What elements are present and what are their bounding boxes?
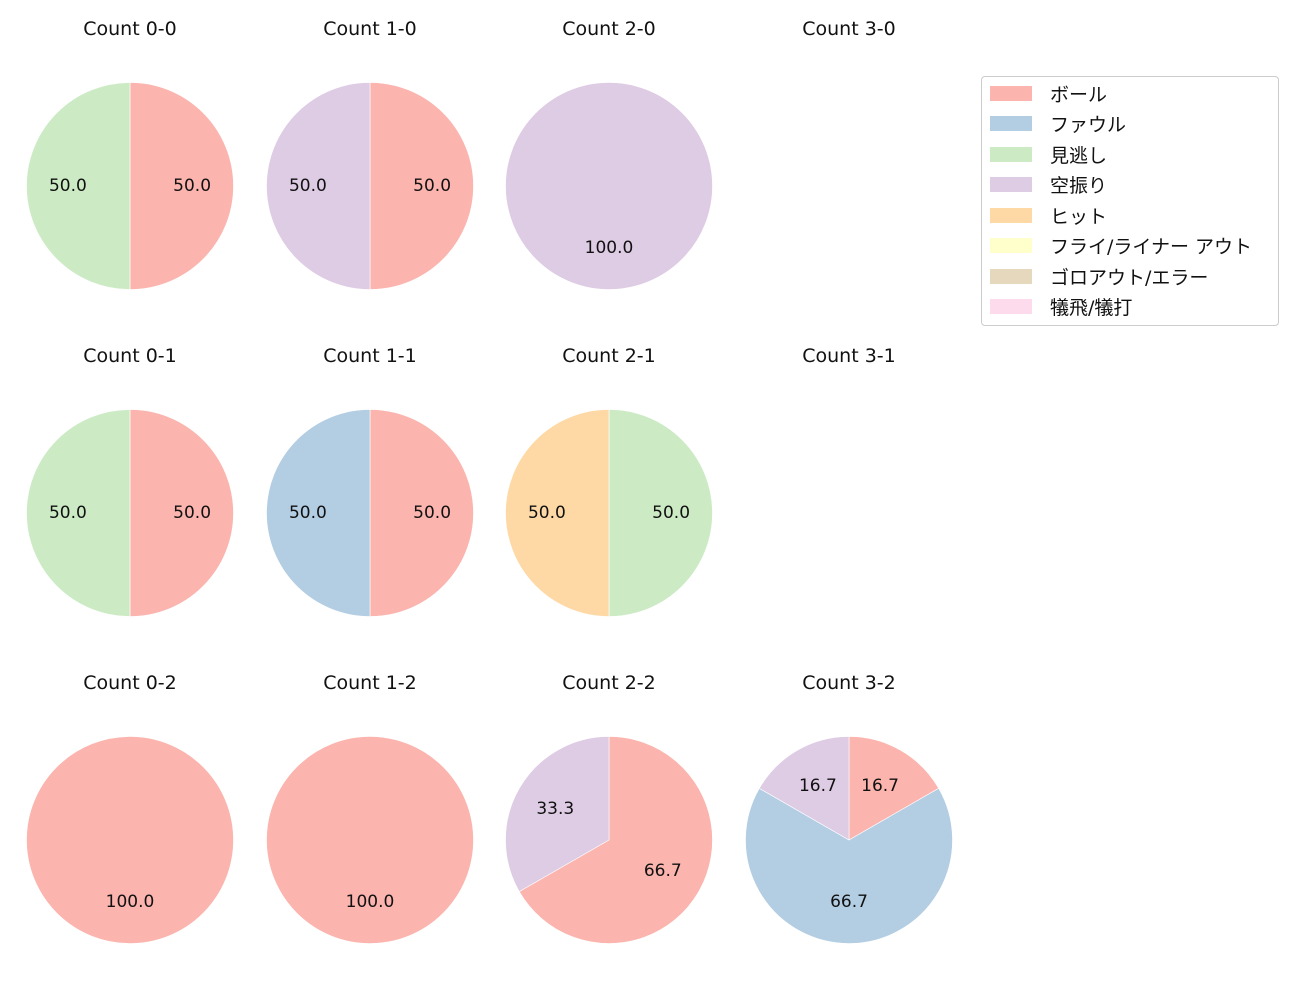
legend-swatch-icon bbox=[990, 116, 1032, 131]
pie-title: Count 2-2 bbox=[562, 672, 656, 694]
pie-title: Count 2-1 bbox=[562, 345, 656, 367]
legend-swatch-icon bbox=[990, 85, 1032, 101]
pie-chart: 16.7 66.7 16.7 bbox=[745, 736, 953, 944]
pie-slice-label: 50.0 bbox=[289, 176, 327, 196]
legend-label: ゴロアウト/エラー bbox=[1050, 266, 1209, 289]
pie-slice-label: 33.3 bbox=[536, 799, 574, 819]
legend-label: 見逃し bbox=[1050, 144, 1108, 167]
legend-swatch-icon bbox=[990, 299, 1032, 314]
legend-item: ヒット bbox=[990, 203, 1108, 228]
pie-chart: 50.0 50.0 bbox=[26, 409, 234, 617]
legend-label: ファウル bbox=[1050, 114, 1127, 136]
pie-panel: 50.0 50.0 Count 1-1 bbox=[250, 337, 490, 663]
pie-panel: 100.0 Count 0-2 bbox=[10, 664, 250, 990]
pie-slice bbox=[129, 82, 234, 290]
pie-title: Count 1-1 bbox=[323, 345, 417, 367]
pie-slice bbox=[266, 736, 474, 944]
pie-slice-label: 100.0 bbox=[106, 892, 155, 912]
pie-slice-label: 100.0 bbox=[346, 892, 395, 912]
pie-title: Count 3-0 bbox=[802, 18, 896, 40]
pie-chart: 50.0 50.0 bbox=[505, 409, 713, 617]
legend-item: 犠飛/犠打 bbox=[990, 295, 1132, 319]
legend-label: 犠飛/犠打 bbox=[1050, 297, 1133, 319]
legend-label: ボール bbox=[1050, 83, 1108, 106]
legend-item: ファウル bbox=[990, 112, 1126, 136]
legend-swatch-icon bbox=[990, 268, 1032, 284]
pie-panel: 100.0 Count 1-2 bbox=[250, 664, 490, 990]
pie-slice-label: 66.7 bbox=[644, 861, 682, 881]
pie-title: Count 0-1 bbox=[83, 345, 177, 367]
pie-slice bbox=[518, 736, 713, 944]
pie-slice-label: 50.0 bbox=[289, 503, 327, 523]
pie-chart: 100.0 bbox=[26, 736, 234, 944]
legend-swatch-icon bbox=[990, 146, 1032, 162]
pie-slice bbox=[266, 82, 371, 290]
pie-slice bbox=[26, 409, 131, 617]
pie-slice-label: 66.7 bbox=[830, 892, 868, 912]
pie-slice-label: 50.0 bbox=[413, 176, 451, 196]
pie-slice bbox=[26, 82, 131, 290]
legend-swatch-icon bbox=[990, 238, 1032, 253]
pie-panel: 66.7 33.3 Count 2-2 bbox=[489, 664, 729, 990]
pie-slice-label: 16.7 bbox=[861, 776, 899, 796]
pie-slice bbox=[745, 787, 953, 944]
pie-panel: Count 3-1 bbox=[729, 337, 969, 663]
pie-slice bbox=[758, 736, 850, 841]
pie-panel: 50.0 50.0 Count 1-0 bbox=[250, 10, 490, 336]
pie-slice bbox=[505, 82, 713, 290]
pie-chart: 50.0 50.0 bbox=[266, 82, 474, 290]
pie-chart bbox=[729, 337, 969, 663]
pie-slice-label: 50.0 bbox=[49, 176, 87, 196]
pie-slice-label: 50.0 bbox=[173, 176, 211, 196]
pie-chart: 50.0 50.0 bbox=[26, 82, 234, 290]
pie-slice-label: 50.0 bbox=[652, 503, 690, 523]
pie-title: Count 0-0 bbox=[83, 18, 177, 40]
pie-slice bbox=[369, 82, 474, 290]
pie-chart: 100.0 bbox=[505, 82, 713, 290]
pie-slice bbox=[505, 736, 610, 892]
pie-slice-label: 50.0 bbox=[528, 503, 566, 523]
pie-slice bbox=[129, 409, 234, 617]
pie-slice-label: 50.0 bbox=[49, 503, 87, 523]
pie-slice bbox=[369, 409, 474, 617]
legend-swatch-icon bbox=[990, 177, 1032, 192]
pie-title: Count 3-2 bbox=[802, 672, 896, 694]
pie-chart bbox=[729, 10, 969, 336]
pie-panel: Count 3-0 bbox=[729, 10, 969, 336]
legend-label: ヒット bbox=[1050, 205, 1108, 228]
pie-title: Count 2-0 bbox=[562, 18, 656, 40]
pie-chart: 100.0 bbox=[266, 736, 474, 944]
legend-item: フライ/ライナー アウト bbox=[990, 234, 1252, 258]
legend-item: 見逃し bbox=[990, 142, 1108, 167]
pie-panel: 16.7 66.7 16.7 Count 3-2 bbox=[729, 664, 969, 990]
legend-swatch-icon bbox=[990, 207, 1032, 223]
legend-item: ゴロアウト/エラー bbox=[990, 264, 1209, 289]
pie-panel: 50.0 50.0 Count 2-1 bbox=[489, 337, 729, 663]
pie-slice-label: 100.0 bbox=[585, 238, 634, 258]
pie-title: Count 1-2 bbox=[323, 672, 417, 694]
pie-slice-label: 16.7 bbox=[799, 776, 837, 796]
pie-slice bbox=[505, 409, 610, 617]
legend-item: 空振り bbox=[990, 173, 1107, 197]
legend-label: フライ/ライナー アウト bbox=[1050, 236, 1253, 258]
pie-panel: 50.0 50.0 Count 0-1 bbox=[10, 337, 250, 663]
pie-slice bbox=[608, 409, 713, 617]
pie-panel: 50.0 50.0 Count 0-0 bbox=[10, 10, 250, 336]
legend: ボールファウル見逃し空振りヒットフライ/ライナー アウト ゴロアウト/エラー 犠飛/… bbox=[981, 76, 1279, 326]
pie-title: Count 0-2 bbox=[83, 672, 177, 694]
pie-chart: 66.7 33.3 bbox=[505, 736, 713, 944]
pie-title: Count 3-1 bbox=[802, 345, 896, 367]
legend-label: 空振り bbox=[1050, 175, 1108, 197]
pie-slice bbox=[848, 736, 940, 841]
pie-slice bbox=[266, 409, 371, 617]
pie-slice bbox=[26, 736, 234, 944]
pie-title: Count 1-0 bbox=[323, 18, 417, 40]
pie-chart: 50.0 50.0 bbox=[266, 409, 474, 617]
pie-panel: 100.0 Count 2-0 bbox=[489, 10, 729, 336]
pie-slice-label: 50.0 bbox=[173, 503, 211, 523]
legend-item: ボール bbox=[990, 81, 1108, 106]
pie-slice-label: 50.0 bbox=[413, 503, 451, 523]
